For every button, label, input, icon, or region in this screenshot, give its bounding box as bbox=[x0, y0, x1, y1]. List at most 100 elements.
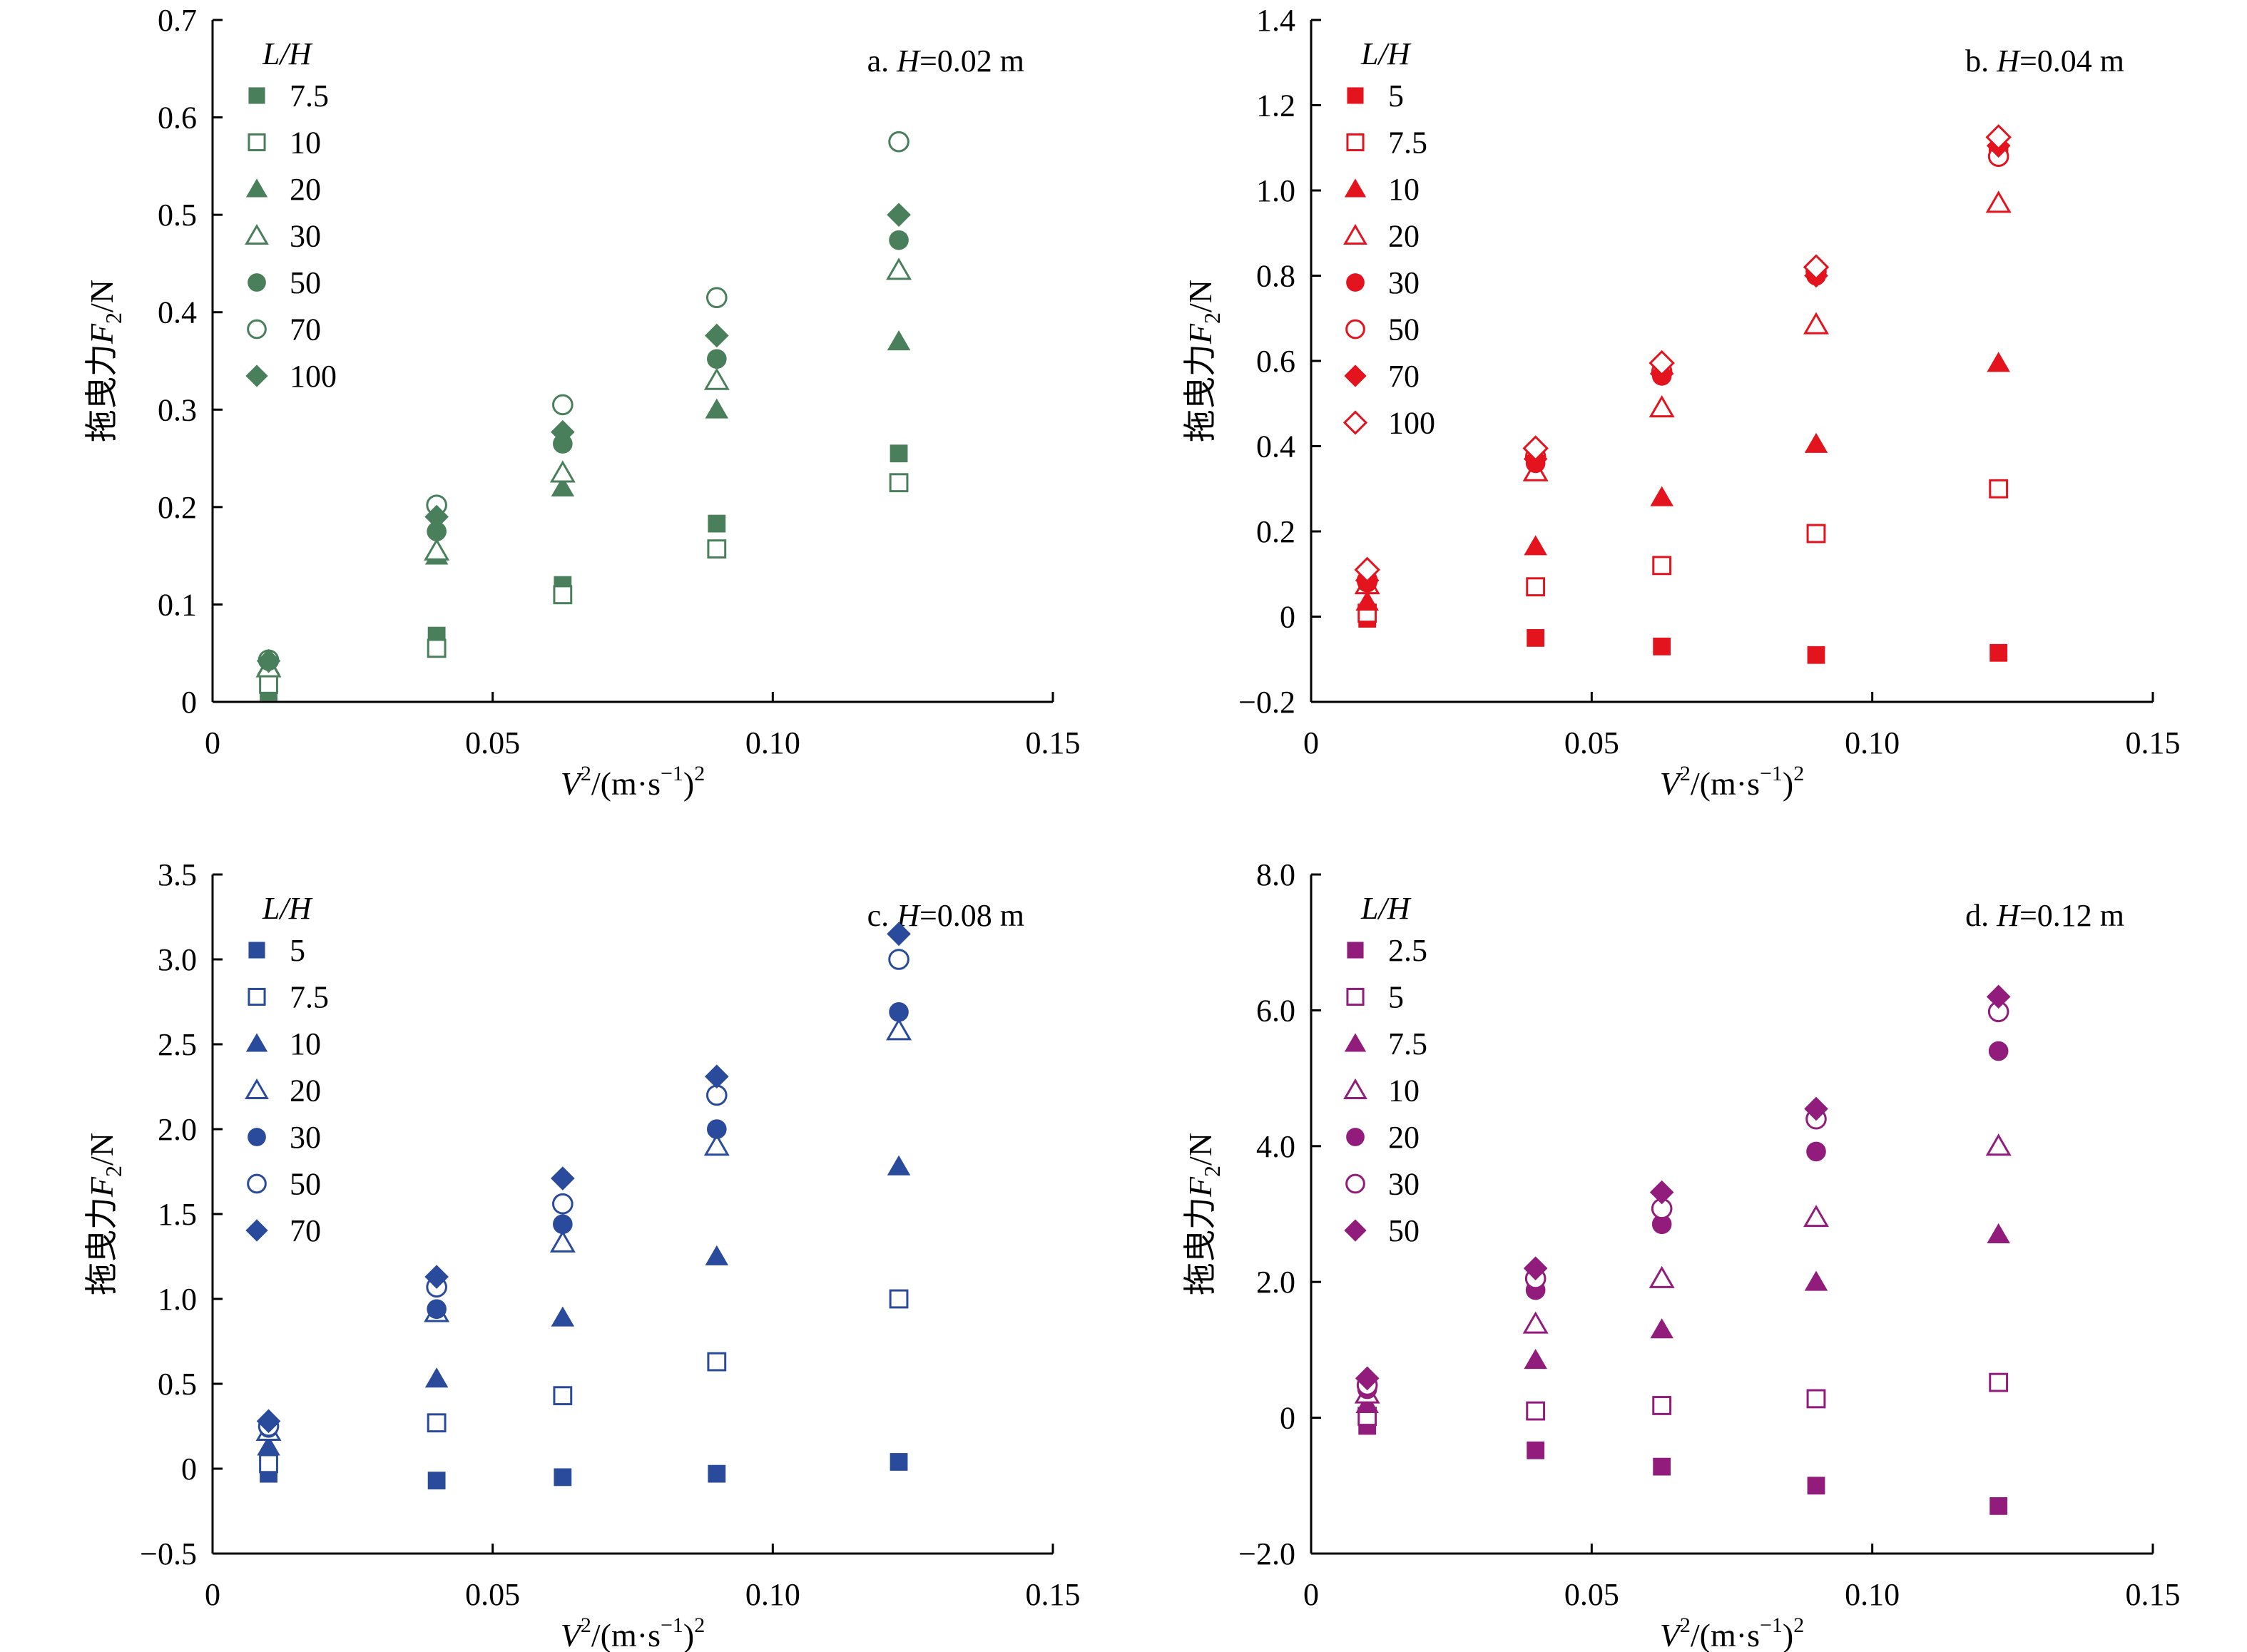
data-point bbox=[704, 1064, 729, 1089]
series-30 bbox=[1356, 1001, 2009, 1396]
data-point bbox=[1804, 1270, 1828, 1291]
series-30 bbox=[258, 1001, 909, 1438]
legend-label: 10 bbox=[1388, 1074, 1420, 1108]
x-tick-label: 0.15 bbox=[1026, 1577, 1081, 1612]
data-point bbox=[707, 1352, 727, 1372]
y-axis-title-part: 2 bbox=[1199, 1166, 1225, 1177]
chart-panel-a: 00.10.20.30.40.50.60.70 0.05 0.10 0.15V2/(m… bbox=[82, 3, 1081, 802]
legend-label: 50 bbox=[290, 1167, 321, 1202]
series-30 bbox=[1357, 140, 2009, 593]
data-point bbox=[424, 538, 450, 561]
data-point bbox=[1649, 1265, 1675, 1288]
series-10 bbox=[1354, 1133, 2012, 1404]
data-point bbox=[259, 675, 278, 694]
data-point bbox=[256, 1409, 281, 1434]
legend-label: 7.5 bbox=[290, 78, 329, 113]
legend-marker-diamond bbox=[1344, 364, 1367, 387]
x-axis-title-part: V bbox=[1660, 1617, 1683, 1652]
y-axis-title-part: F bbox=[83, 323, 120, 345]
y-tick-label: 2.0 bbox=[158, 1112, 197, 1147]
chart-panel-d: −2.002.04.06.08.00 0.05 0.10 0.15V2/(m·s−1)… bbox=[1181, 857, 2181, 1652]
series-20 bbox=[257, 330, 911, 675]
legend: L/H 2.5 5 7.5 10 20 30 50 bbox=[1343, 891, 1427, 1248]
legend-label: 50 bbox=[290, 265, 321, 300]
x-axis-title-part: /(m·s bbox=[591, 1617, 661, 1652]
legend-marker-triangle bbox=[245, 223, 269, 245]
x-tick-label: 0 bbox=[1303, 1577, 1319, 1612]
data-point bbox=[887, 1155, 911, 1176]
data-point bbox=[707, 1119, 727, 1139]
data-points bbox=[1354, 984, 2012, 1515]
legend-marker-triangle bbox=[245, 1033, 268, 1052]
legend-label: 20 bbox=[1388, 219, 1420, 254]
panel-label: b. H=0.04 m bbox=[1965, 44, 2124, 78]
data-point bbox=[708, 514, 726, 533]
x-axis-title-part: −1 bbox=[661, 1613, 683, 1637]
data-point bbox=[706, 287, 728, 309]
y-tick-label: 0.5 bbox=[158, 198, 197, 233]
data-point bbox=[888, 131, 910, 153]
data-point bbox=[549, 1230, 576, 1253]
data-point bbox=[889, 1001, 909, 1022]
y-tick-label: 0.2 bbox=[158, 490, 197, 525]
y-tick-label: 1.0 bbox=[158, 1282, 197, 1317]
data-point bbox=[1524, 1348, 1547, 1370]
data-point bbox=[887, 330, 911, 351]
chart-panel-b: −0.200.20.40.60.81.01.21.40 0.05 0.10 0.15V… bbox=[1181, 3, 2181, 802]
data-point bbox=[1807, 1477, 1825, 1495]
x-tick-label: 0.15 bbox=[2126, 725, 2181, 760]
y-tick-label: 0 bbox=[1280, 600, 1295, 635]
data-point bbox=[887, 922, 911, 947]
y-axis-title-part: 拖曳力 bbox=[82, 344, 121, 442]
legend-marker-circle bbox=[1345, 319, 1365, 340]
data-point bbox=[1803, 254, 1830, 280]
legend-marker-square bbox=[248, 87, 265, 104]
series-100 bbox=[1354, 124, 2012, 583]
legend-marker-circle bbox=[248, 1128, 266, 1146]
series-5 bbox=[260, 1453, 908, 1490]
y-axis-title-part: 2 bbox=[1199, 312, 1225, 324]
data-point bbox=[1652, 1396, 1672, 1415]
legend-title: L/H bbox=[262, 891, 313, 926]
series-70 bbox=[258, 131, 910, 671]
x-tick-label: 0.05 bbox=[465, 725, 520, 760]
panel-label-value: =0.12 m bbox=[2019, 898, 2124, 933]
panel-label-letter: a. bbox=[867, 44, 897, 78]
x-axis-title-part: −1 bbox=[661, 762, 683, 785]
y-axis-title-part: 2 bbox=[101, 312, 126, 324]
data-point bbox=[1804, 1096, 1828, 1121]
panel-label-value: =0.08 m bbox=[919, 898, 1024, 933]
series-70 bbox=[256, 922, 911, 1434]
data-point bbox=[886, 258, 912, 280]
panel-label-value: =0.02 m bbox=[919, 44, 1024, 78]
legend-marker-triangle bbox=[1344, 178, 1367, 198]
legend-marker-diamond bbox=[1342, 410, 1368, 435]
y-axis-title-part: F bbox=[83, 1176, 120, 1198]
legend-label: 30 bbox=[290, 219, 321, 254]
legend-marker-triangle bbox=[1343, 1078, 1367, 1100]
legend-marker-diamond bbox=[245, 1219, 268, 1242]
x-axis-title-part: /(m·s bbox=[591, 765, 661, 802]
legend-marker-square bbox=[1347, 87, 1364, 104]
data-point bbox=[703, 367, 730, 390]
x-axis-title-part: ) bbox=[683, 1617, 694, 1652]
x-axis-title-part: ) bbox=[683, 765, 694, 802]
data-point bbox=[1988, 1041, 2009, 1061]
data-point bbox=[1522, 435, 1549, 462]
data-point bbox=[1653, 1457, 1671, 1476]
x-axis-title-part: 2 bbox=[581, 1613, 591, 1637]
data-points bbox=[1354, 124, 2012, 664]
y-tick-label: 0.6 bbox=[158, 101, 197, 136]
x-axis-title-part: 2 bbox=[1793, 762, 1804, 785]
y-axis-title-part: F bbox=[1182, 1176, 1218, 1198]
data-point bbox=[889, 1289, 909, 1309]
panel-label-letter: b. bbox=[1965, 44, 1997, 78]
legend-title: L/H bbox=[1360, 36, 1412, 71]
data-point bbox=[707, 539, 727, 559]
y-tick-label: 1.5 bbox=[158, 1197, 197, 1232]
legend-marker-diamond bbox=[245, 364, 268, 387]
y-axis-title-part: F bbox=[1182, 323, 1218, 345]
series-50 bbox=[258, 949, 910, 1437]
y-tick-label: 2.5 bbox=[158, 1027, 197, 1062]
